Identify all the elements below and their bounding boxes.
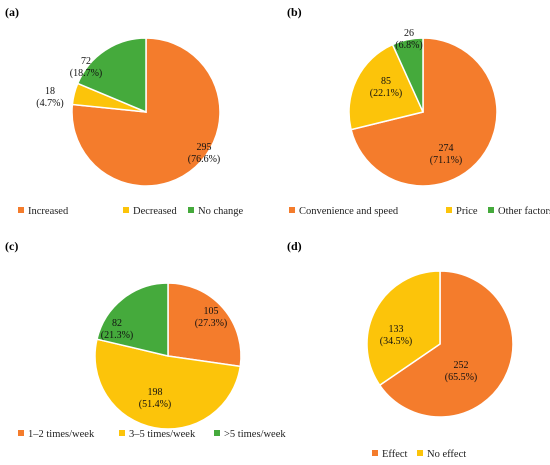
legend-entry: No change — [198, 206, 244, 217]
legend-swatch — [214, 430, 220, 436]
slice-value-label: 274 — [439, 143, 454, 154]
slice-value-label: 252 — [454, 360, 469, 371]
legend-entry: 1–2 times/week — [28, 429, 95, 440]
slice-value-label: 295 — [197, 142, 212, 153]
pie-slice-5-times-week — [96, 282, 169, 357]
pie-slice-other-factors — [391, 37, 424, 113]
pie-slice-1-2-times-week — [167, 282, 242, 368]
legend-swatch — [18, 430, 24, 436]
legend-swatch — [188, 207, 194, 213]
legend-entry: Increased — [28, 206, 69, 217]
slice-percent-label: (27.3%) — [195, 318, 228, 329]
pie-slice-effect — [378, 270, 514, 418]
pie-slice-price — [348, 43, 425, 131]
pie-slice-no-effect — [366, 270, 441, 387]
panel-label: (b) — [287, 5, 302, 19]
slice-value-label: 72 — [81, 56, 91, 67]
legend-entry: Price — [456, 206, 478, 217]
legend-entry: >5 times/week — [224, 429, 286, 440]
panel-label: (c) — [5, 239, 18, 253]
legend-swatch — [289, 207, 295, 213]
pie-slice-increased — [71, 37, 221, 187]
legend-swatch — [446, 207, 452, 213]
slice-percent-label: (76.6%) — [188, 154, 221, 165]
slice-percent-label: (65.5%) — [445, 372, 478, 383]
pie-panel-1: (a) 295(76.6%) 18(4.7%) 72(18.7%) Increased D… — [5, 5, 244, 217]
slice-value-label: 198 — [148, 387, 163, 398]
slice-percent-label: (6.8%) — [395, 40, 423, 51]
slice-percent-label: (34.5%) — [380, 336, 413, 347]
legend-swatch — [488, 207, 494, 213]
pie-slice-convenience-and-speed — [350, 37, 498, 187]
slice-value-label: 105 — [204, 306, 219, 317]
legend-swatch — [372, 450, 378, 456]
slice-percent-label: (71.1%) — [430, 155, 463, 166]
slice-percent-label: (21.3%) — [101, 330, 134, 341]
slice-value-label: 85 — [381, 76, 391, 87]
legend-entry: 3–5 times/week — [129, 429, 196, 440]
slice-value-label: 18 — [45, 86, 55, 97]
pie-panel-4: (d) 252(65.5%) 133(34.5%) Effect No effect — [287, 239, 514, 460]
slice-percent-label: (4.7%) — [36, 98, 64, 109]
slice-value-label: 133 — [389, 324, 404, 335]
slice-percent-label: (22.1%) — [370, 88, 403, 99]
slice-percent-label: (51.4%) — [139, 399, 172, 410]
legend-swatch — [119, 430, 125, 436]
panel-label: (a) — [5, 5, 19, 19]
pie-panel-3: (c) 105(27.3%) 198(51.4%) 82(21.3%) 1–2 time… — [5, 239, 286, 440]
legend-swatch — [18, 207, 24, 213]
legend-swatch — [123, 207, 129, 213]
slice-value-label: 26 — [404, 28, 414, 39]
panel-label: (d) — [287, 239, 302, 253]
legend-entry: No effect — [427, 449, 466, 460]
legend-swatch — [417, 450, 423, 456]
pie-slice-3-5-times-week — [94, 338, 242, 430]
slice-percent-label: (18.7%) — [70, 68, 103, 79]
pie-panel-2: (b) 274(71.1%) 85(22.1%) 26(6.8%) Convenienc… — [287, 5, 550, 217]
pie-slice-no-change — [76, 37, 147, 114]
legend-entry: Other factors — [498, 206, 550, 217]
legend-entry: Decreased — [133, 206, 177, 217]
legend-entry: Effect — [382, 449, 408, 460]
legend-entry: Convenience and speed — [299, 206, 399, 217]
slice-value-label: 82 — [112, 318, 122, 329]
